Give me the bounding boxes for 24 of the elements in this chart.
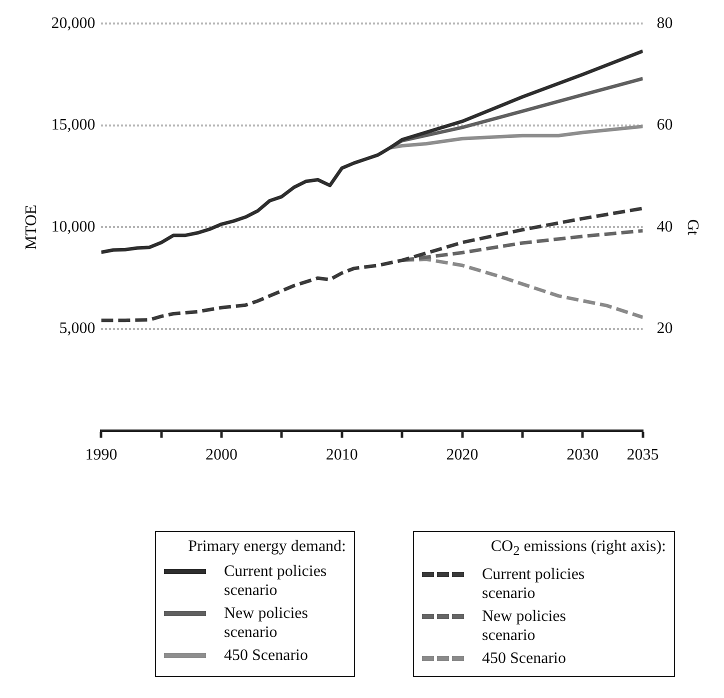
x-tick-label: 2000 bbox=[206, 446, 238, 464]
x-tick-label: 2010 bbox=[326, 446, 358, 464]
legend-label: Current policies scenario bbox=[482, 565, 586, 604]
legend-label: 450 Scenario bbox=[482, 649, 567, 668]
y2-axis-title: Gt bbox=[684, 219, 702, 236]
x-tick-label: 2030 bbox=[566, 446, 599, 464]
legend-label: 450 Scenario bbox=[224, 646, 309, 665]
y-axis-title: MTOE bbox=[22, 204, 40, 250]
y2-tick-label: 60 bbox=[656, 116, 673, 134]
y-tick-label: 10,000 bbox=[51, 218, 96, 236]
x-tick-label: 2035 bbox=[626, 446, 659, 464]
y2-tick-label: 40 bbox=[656, 218, 673, 236]
legend-label: New policies scenario bbox=[224, 604, 309, 642]
y2-tick-label: 80 bbox=[656, 14, 673, 32]
y2-tick-label: 20 bbox=[656, 320, 673, 338]
x-tick-label: 1990 bbox=[85, 446, 118, 464]
text: CO$_{2}$ emissions (right axis): bbox=[490, 538, 666, 560]
y-tick-label: 5,000 bbox=[59, 320, 96, 338]
legend-label: Current policies scenario bbox=[224, 562, 328, 600]
y-tick-label: 20,000 bbox=[51, 14, 96, 32]
y-tick-label: 15,000 bbox=[51, 116, 96, 134]
legend-label: New policies scenario bbox=[482, 607, 567, 646]
x-tick-label: 2020 bbox=[446, 446, 478, 464]
legend-title: Primary energy demand: bbox=[187, 538, 346, 556]
